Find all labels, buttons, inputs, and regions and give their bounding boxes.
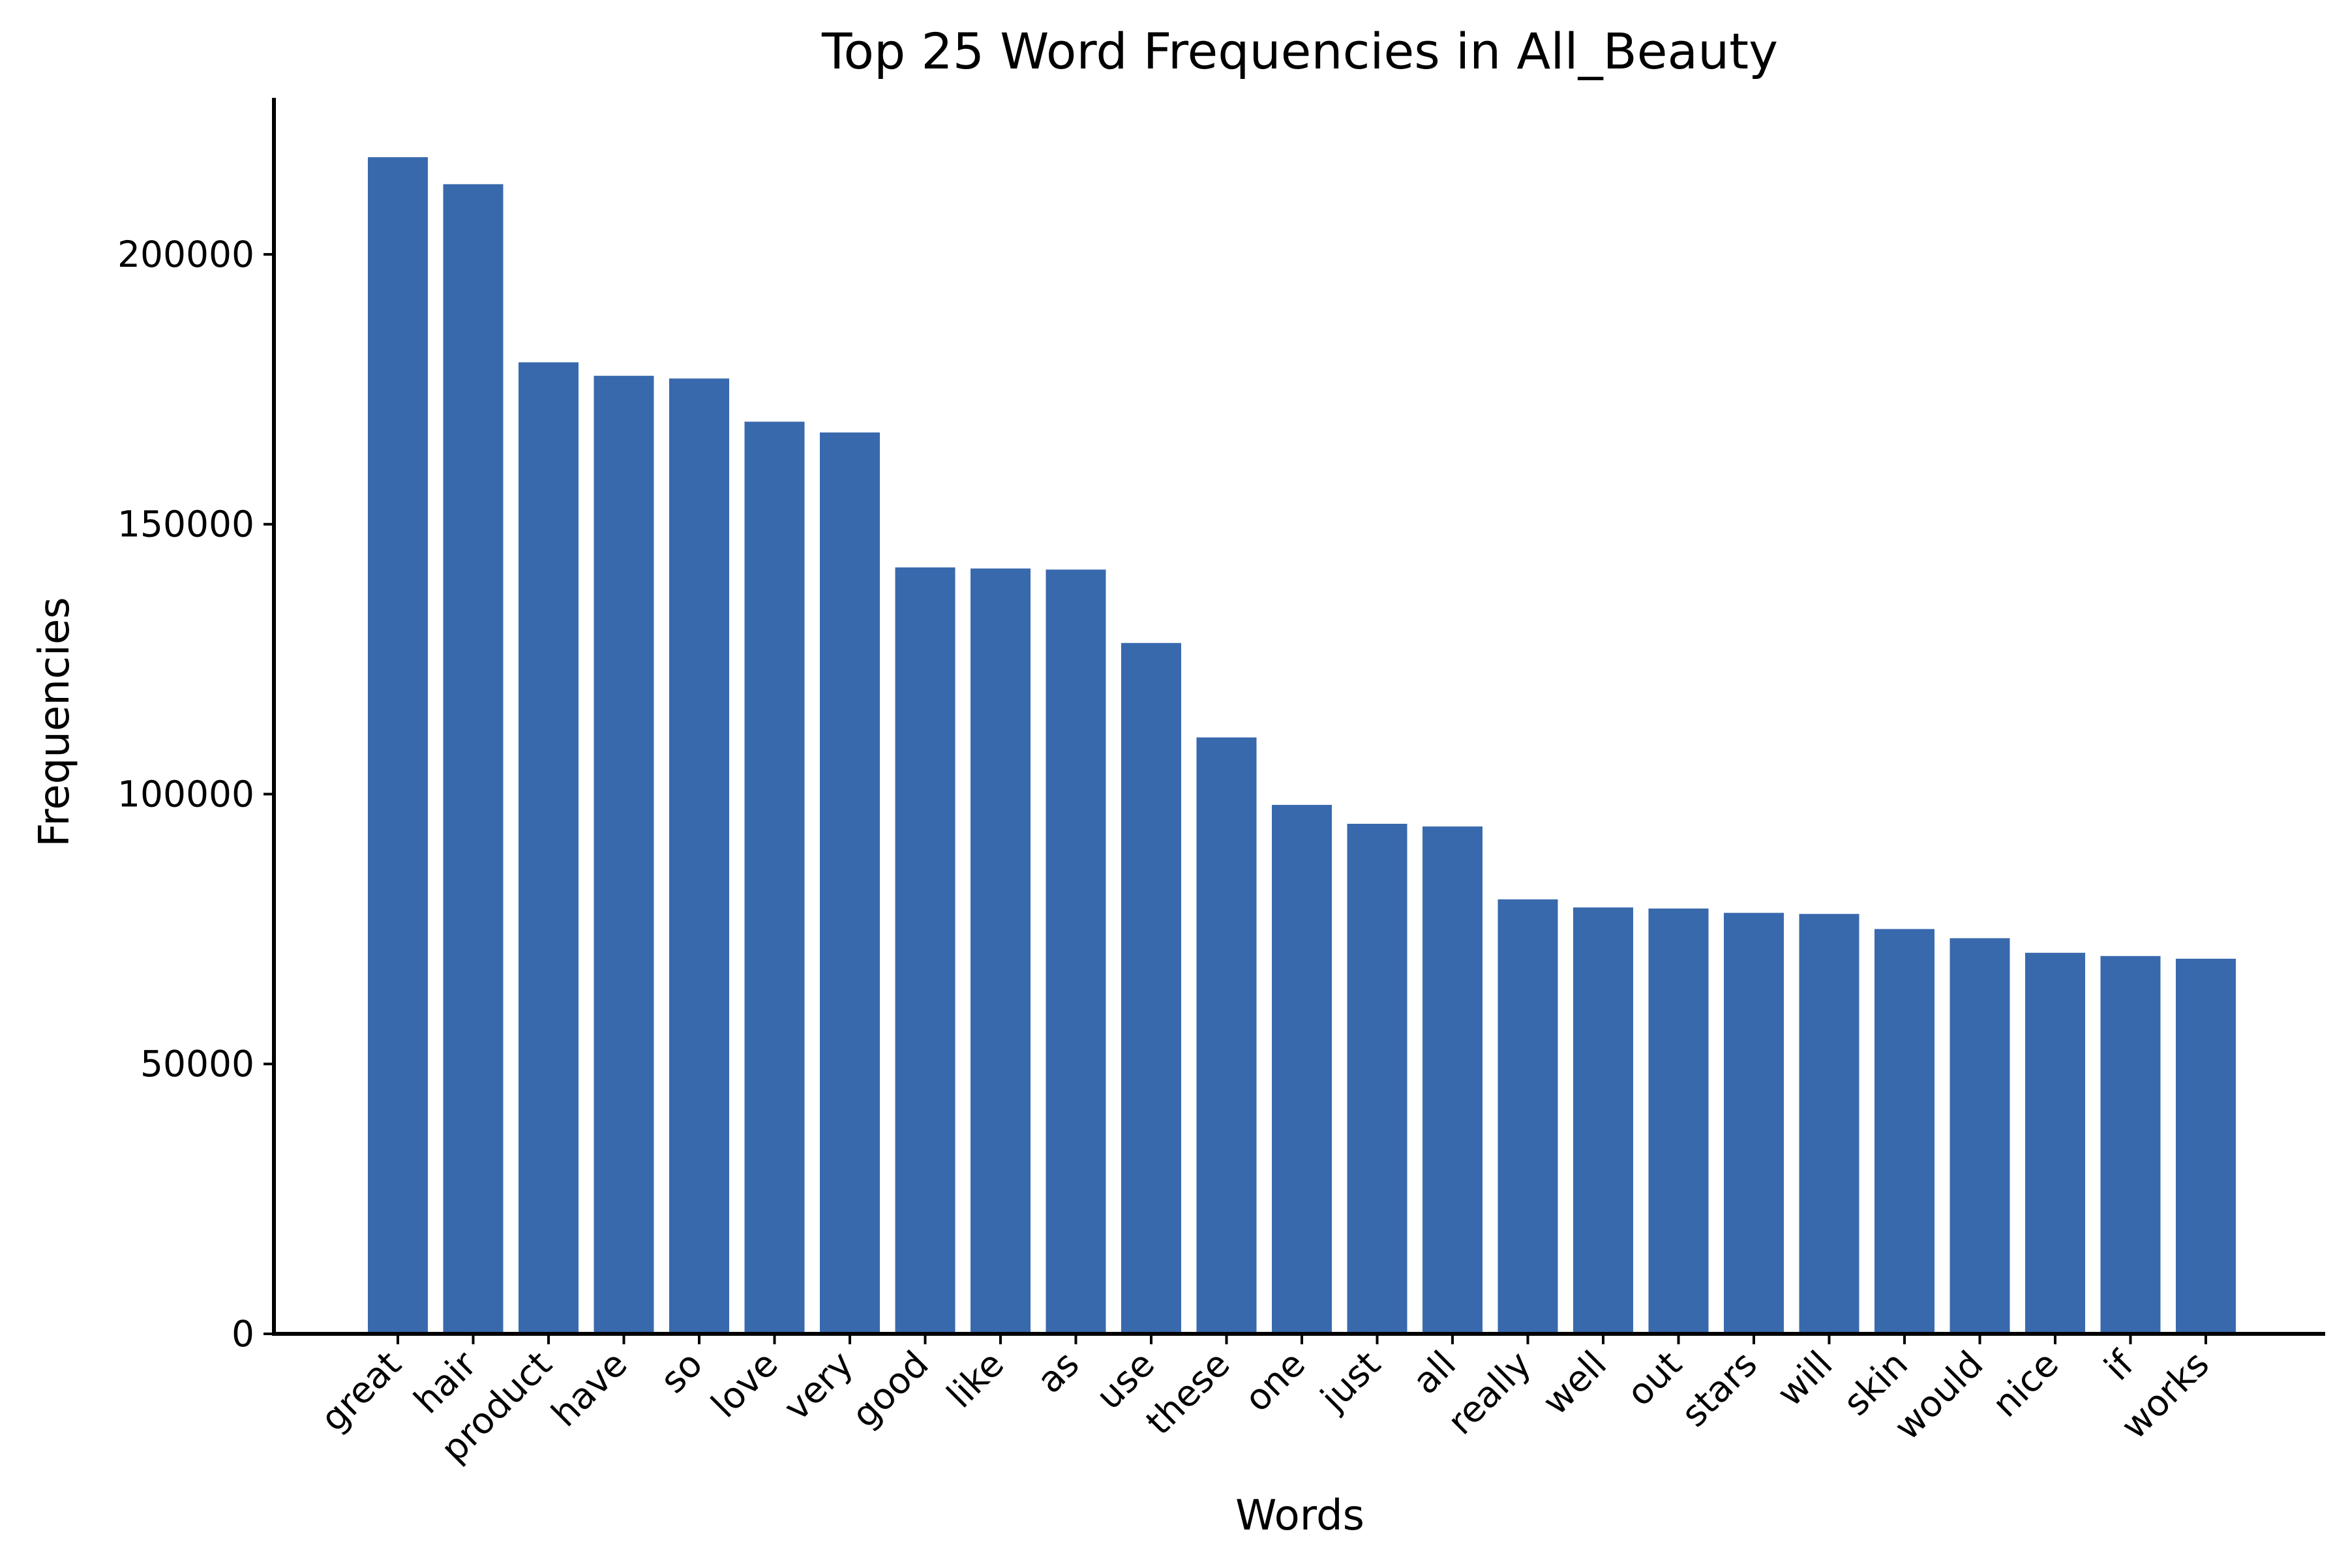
x-tick-label: all	[1404, 1343, 1464, 1402]
bar-skin	[1874, 929, 1934, 1334]
bar-so	[669, 378, 729, 1334]
bar-really	[1498, 899, 1558, 1334]
x-tick-label: just	[1312, 1343, 1389, 1419]
y-axis-title: Frequencies	[31, 597, 79, 847]
x-tick-label: these	[1137, 1343, 1237, 1443]
x-tick-label: have	[543, 1343, 635, 1435]
bar-stars	[1724, 912, 1784, 1334]
bar-these	[1196, 737, 1257, 1334]
x-tick-label: great	[312, 1343, 409, 1440]
bar-have	[594, 376, 654, 1334]
x-tick-label: works	[2113, 1343, 2218, 1447]
bar-hair	[443, 184, 504, 1334]
bar-all	[1422, 826, 1483, 1334]
bar-would	[1949, 938, 2010, 1334]
x-axis-title: Words	[1235, 1492, 1364, 1540]
bar-just	[1347, 824, 1407, 1334]
chart-title: Top 25 Word Frequencies in All_Beauty	[821, 22, 1778, 80]
bar-very	[820, 432, 880, 1334]
bar-out	[1648, 908, 1709, 1334]
x-tick-label: if	[2096, 1342, 2143, 1389]
bar-use	[1121, 642, 1181, 1334]
bar-works	[2176, 958, 2236, 1334]
bars	[368, 157, 2236, 1334]
x-tick-label: well	[1535, 1343, 1615, 1423]
x-tick-label: will	[1769, 1343, 1840, 1414]
bar-one	[1272, 805, 1332, 1334]
bar-like	[971, 568, 1031, 1334]
x-tick-label: really	[1439, 1343, 1539, 1443]
x-tick-label: very	[775, 1343, 861, 1428]
bar-great	[368, 157, 428, 1334]
x-tick-label: love	[703, 1343, 786, 1426]
x-tick-label: as	[1029, 1343, 1087, 1401]
y-axis-ticks: 0 50000 100000 150000 200000	[117, 234, 274, 1355]
x-tick-label: so	[652, 1343, 710, 1401]
y-tick-label: 150000	[117, 504, 254, 545]
y-tick-label: 100000	[117, 773, 254, 815]
bar-if	[2100, 956, 2161, 1334]
x-tick-label: good	[843, 1343, 936, 1436]
x-tick-label: one	[1237, 1343, 1314, 1420]
x-tick-label: like	[939, 1343, 1012, 1416]
bar-love	[744, 421, 805, 1334]
bar-as	[1046, 569, 1106, 1334]
bar-well	[1573, 907, 1633, 1334]
y-tick-label: 200000	[117, 234, 254, 275]
y-tick-label: 0	[232, 1313, 254, 1355]
bar-product	[519, 362, 579, 1334]
y-tick-label: 50000	[140, 1043, 254, 1085]
bar-nice	[2025, 952, 2085, 1334]
x-tick-label: nice	[1984, 1343, 2066, 1425]
x-tick-label: stars	[1673, 1343, 1765, 1435]
bar-good	[895, 567, 956, 1334]
bar-will	[1799, 914, 1859, 1334]
